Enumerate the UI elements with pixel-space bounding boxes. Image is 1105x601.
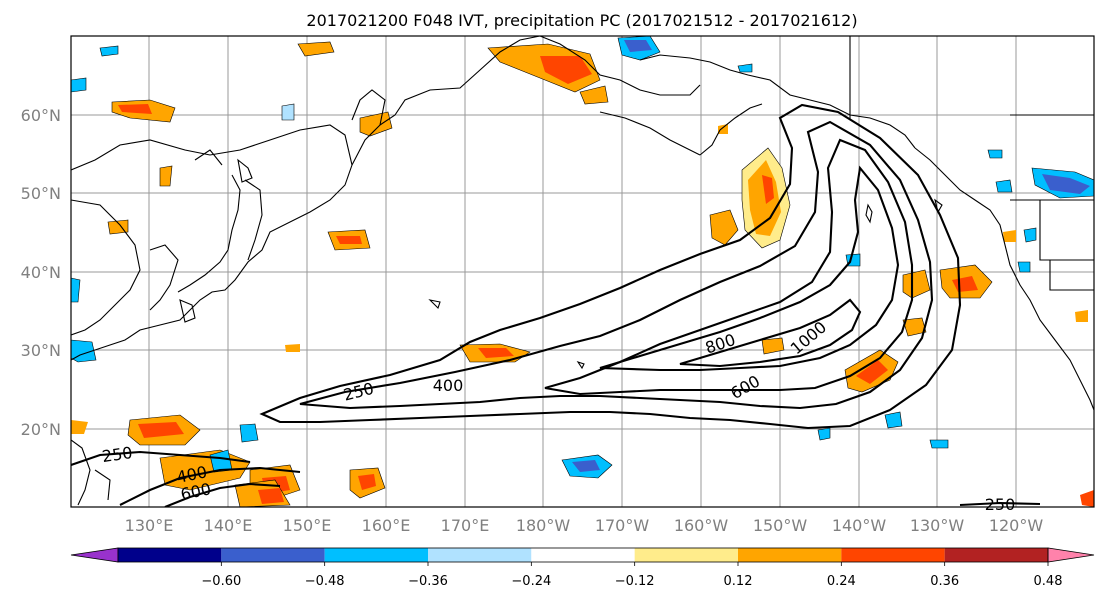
lon-tick-label: 160°W: [674, 516, 729, 535]
colorbar-segment: [428, 548, 532, 562]
colorbar-tick-label: 0.48: [1034, 574, 1063, 589]
lon-tick-label: 170°E: [441, 516, 490, 535]
colorbar-tick-label: −0.36: [408, 574, 448, 589]
ivt-contour-400: [299, 120, 934, 410]
colorbar-segment: [221, 548, 325, 562]
colorbar-tick-label: −0.12: [615, 574, 655, 589]
colorbar-extend-low: [70, 547, 119, 563]
gridlines: [71, 36, 1094, 507]
map-frame: [70, 35, 1095, 508]
colorbar-tick-label: −0.60: [201, 574, 241, 589]
colorbar-tick-label: −0.48: [305, 574, 345, 589]
longitude-tick-labels: 130°E 140°E 150°E 160°E 170°E 180°W 170°W 160°W…: [125, 516, 1044, 535]
ivt-contour-1000: [679, 298, 862, 368]
ivt-contour-250-sw: [71, 450, 251, 466]
contour-label: 400: [433, 376, 464, 395]
colorbar-tick-label: −0.24: [511, 574, 551, 589]
lon-tick-label: 120°W: [989, 516, 1044, 535]
colorbar-segment: [944, 548, 1048, 562]
colorbar-tick-labels: −0.60 −0.48 −0.36 −0.24 −0.12 0.12 0.24 0.36 0.4…: [201, 562, 1063, 589]
lon-tick-label: 140°W: [832, 516, 887, 535]
lon-tick-label: 180°W: [516, 516, 571, 535]
colorbar-tick-label: 0.12: [724, 574, 753, 589]
colorbar-tick-label: 0.36: [930, 574, 959, 589]
ivt-contour-250-se: [959, 501, 1041, 507]
ivt-contours: [71, 103, 1041, 507]
colorbar-segment: [841, 548, 945, 562]
lon-tick-label: 130°E: [125, 516, 174, 535]
map-panel: 250 400 800 1000 600 250 400 600 250: [70, 35, 1095, 514]
lat-tick-label: 50°N: [21, 184, 61, 203]
colorbar-tick-label: 0.24: [827, 574, 856, 589]
colorbar-segment: [738, 548, 842, 562]
colorbar-segment: [118, 548, 222, 562]
lat-tick-label: 30°N: [21, 341, 61, 360]
lon-tick-label: 150°W: [753, 516, 808, 535]
colorbar-segment: [634, 548, 738, 562]
colorbar-extend-high: [1047, 547, 1095, 563]
lon-tick-label: 170°W: [595, 516, 650, 535]
lon-tick-label: 150°E: [283, 516, 332, 535]
contour-labels: 250 400 800 1000 600 250 400 600 250: [101, 317, 1015, 514]
latitude-tick-labels: 20°N 30°N 40°N 50°N 60°N: [21, 106, 61, 439]
colorbar-outline: [117, 547, 1049, 563]
figure-title: 2017021200 F048 IVT, precipitation PC (2…: [306, 11, 857, 30]
ivt-contour-400-sw: [119, 466, 301, 506]
ivt-contour-800: [599, 165, 900, 372]
positive-precip-patches: [71, 41, 1094, 507]
lon-tick-label: 160°E: [362, 516, 411, 535]
ivt-contour-600-sw: [164, 482, 281, 507]
lat-tick-label: 40°N: [21, 263, 61, 282]
coastlines: [71, 36, 1094, 506]
lat-tick-label: 20°N: [21, 420, 61, 439]
ivt-contour-250: [259, 103, 962, 430]
colorbar-segment: [324, 548, 428, 562]
ivt-contour-600: [544, 138, 914, 396]
colorbar: [70, 547, 1095, 563]
contour-label: 250: [985, 495, 1016, 514]
contour-label: 250: [101, 443, 134, 466]
colorbar-segment: [531, 548, 635, 562]
lat-tick-label: 60°N: [21, 106, 61, 125]
lon-tick-label: 130°W: [910, 516, 965, 535]
lon-tick-label: 140°E: [204, 516, 253, 535]
